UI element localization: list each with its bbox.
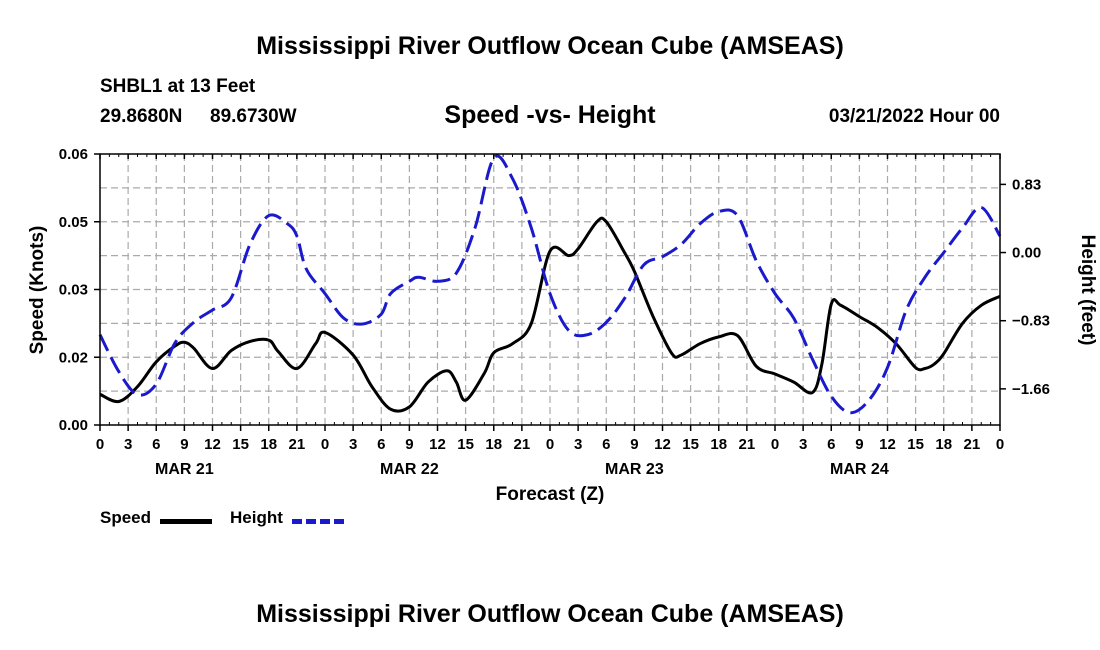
x-tick-label: 0	[771, 436, 779, 453]
station-label: SHBL1 at 13 Feet	[100, 76, 256, 97]
x-tick-label: 18	[710, 436, 727, 453]
y2-axis-title: Height (feet)	[1077, 235, 1098, 346]
x-tick-label: 15	[232, 436, 249, 453]
x-tick-label: 18	[485, 436, 502, 453]
x-tick-label: 0	[546, 436, 554, 453]
y2-tick-label: −1.66	[1012, 381, 1050, 398]
longitude-label: 89.6730W	[210, 106, 297, 127]
speed-height-chart: 0 3 6 9 12 15 18 21 0 3 6 9 12 15 18 21 0 3 6 9 12 15 18 21 0 3 6 9…	[27, 146, 1098, 505]
grid-lines	[100, 154, 1000, 425]
series-speed-line	[99, 216, 1001, 413]
day-label: MAR 23	[605, 461, 664, 478]
x-tick-label: 3	[124, 436, 132, 453]
x-tick-label: 15	[457, 436, 474, 453]
x-tick-label: 21	[514, 436, 531, 453]
x-tick-label: 6	[152, 436, 160, 453]
bottom-title: Mississippi River Outflow Ocean Cube (AM…	[256, 600, 844, 628]
legend-height-label: Height	[230, 508, 283, 527]
y2-tick-label: −0.83	[1012, 313, 1050, 330]
chart-subtitle: Speed -vs- Height	[444, 101, 656, 129]
legend-speed-label: Speed	[100, 508, 152, 527]
x-tick-label: 21	[964, 436, 981, 453]
y2-tick-label: 0.83	[1012, 176, 1041, 193]
x-tick-label: 12	[204, 436, 221, 453]
x-tick-label: 3	[799, 436, 807, 453]
x-tick-label: 12	[654, 436, 671, 453]
x-tick-label: 21	[289, 436, 306, 453]
forecast-datetime: 03/21/2022 Hour 00	[828, 106, 1000, 127]
x-tick-label: 15	[682, 436, 699, 453]
y-tick-label: 0.02	[59, 349, 88, 366]
x-axis-title: Forecast (Z)	[496, 484, 605, 505]
x-tick-label: 15	[907, 436, 924, 453]
y-tick-label: 0.06	[59, 146, 88, 163]
x-tick-label: 18	[260, 436, 277, 453]
x-tick-label: 6	[602, 436, 610, 453]
x-tick-label: 6	[377, 436, 385, 453]
x-tick-label: 0	[996, 436, 1004, 453]
x-tick-label: 12	[429, 436, 446, 453]
x-tick-label: 21	[739, 436, 756, 453]
x-tick-label: 9	[855, 436, 863, 453]
x-tick-label: 0	[321, 436, 329, 453]
y-tick-label: 0.05	[59, 214, 88, 231]
legend-speed-swatch	[160, 519, 212, 524]
x-tick-label: 6	[827, 436, 835, 453]
x-tick-label: 0	[96, 436, 104, 453]
main-title: Mississippi River Outflow Ocean Cube (AM…	[256, 32, 844, 60]
y-tick-label: 0.00	[59, 417, 88, 434]
x-tick-label: 9	[180, 436, 188, 453]
day-label: MAR 21	[155, 461, 214, 478]
latitude-label: 29.8680N	[100, 106, 183, 127]
day-label: MAR 24	[830, 461, 889, 478]
x-tick-label: 3	[574, 436, 582, 453]
series-layer	[98, 154, 1002, 415]
axes-layer: 0 3 6 9 12 15 18 21 0 3 6 9 12 15 18 21 0 3 6 9 12 15 18 21 0 3 6 9…	[59, 146, 1050, 478]
x-tick-label: 12	[879, 436, 896, 453]
x-tick-label: 9	[630, 436, 638, 453]
x-tick-label: 18	[935, 436, 952, 453]
y-tick-label: 0.03	[59, 282, 88, 299]
x-tick-label: 3	[349, 436, 357, 453]
y-axis-title: Speed (Knots)	[27, 226, 48, 355]
day-label: MAR 22	[380, 461, 439, 478]
y2-tick-label: 0.00	[1012, 245, 1041, 262]
x-tick-label: 9	[405, 436, 413, 453]
legend-height-swatch	[292, 519, 344, 524]
series-height-line	[98, 154, 1002, 415]
